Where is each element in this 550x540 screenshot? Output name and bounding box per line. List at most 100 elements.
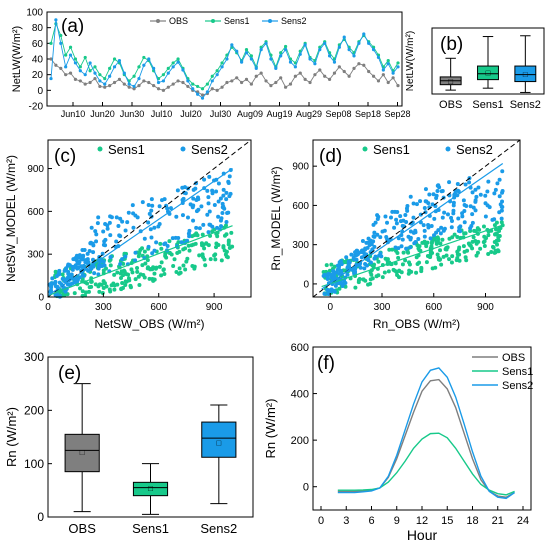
data-point-sens2	[499, 216, 504, 221]
y-tick-label: 0	[37, 510, 44, 524]
data-point-sens1	[128, 283, 133, 288]
data-point-sens2	[174, 214, 179, 219]
data-point-obs	[54, 63, 58, 67]
data-point-sens2	[279, 54, 283, 58]
data-point-sens2	[386, 62, 390, 66]
data-point-sens2	[462, 208, 467, 213]
data-point-sens2	[132, 84, 136, 89]
data-point-sens1	[496, 249, 501, 254]
data-point-sens2	[418, 199, 423, 204]
data-point-sens1	[329, 262, 334, 267]
data-point-sens1	[205, 82, 209, 86]
data-point-obs	[396, 84, 400, 88]
data-point-sens1	[62, 293, 67, 298]
data-point-sens1	[439, 262, 444, 267]
data-point-sens1	[137, 282, 142, 287]
data-point-sens2	[313, 62, 317, 66]
data-point-sens1	[200, 232, 205, 237]
data-point-sens2	[293, 65, 297, 69]
data-point-sens1	[417, 260, 422, 265]
data-point-sens1	[481, 240, 486, 245]
data-point-sens1	[492, 223, 497, 228]
data-point-sens2	[206, 201, 211, 206]
data-point-sens2	[371, 222, 376, 227]
mean-marker: □	[523, 70, 528, 79]
data-point-sens2	[93, 71, 97, 75]
data-point-sens1	[78, 65, 82, 69]
data-point-sens2	[411, 215, 416, 220]
y-tick-label: 100	[24, 457, 44, 471]
x-tick-label: Jun10	[61, 109, 86, 119]
data-point-sens2	[191, 87, 195, 91]
data-point-sens1	[447, 236, 452, 241]
data-point-sens2	[283, 48, 288, 52]
data-point-sens2	[194, 225, 199, 230]
data-point-sens2	[78, 69, 82, 73]
data-point-sens1	[497, 228, 502, 233]
data-point-obs	[200, 93, 205, 97]
data-point-sens1	[86, 289, 91, 294]
y-tick-label: 40	[32, 55, 44, 66]
data-point-sens1	[130, 270, 135, 275]
data-point-sens2	[497, 177, 502, 182]
data-point-obs	[73, 77, 78, 81]
data-point-sens2	[463, 182, 468, 187]
data-point-obs	[161, 88, 166, 92]
y-tick-label: 600	[27, 207, 44, 218]
data-point-sens2	[328, 272, 333, 277]
data-point-obs	[64, 73, 68, 77]
data-point-sens1	[486, 233, 491, 238]
data-point-sens1	[112, 57, 117, 61]
y-tick-label: 0	[38, 293, 44, 304]
data-point-sens1	[430, 266, 435, 271]
data-point-sens1	[177, 266, 182, 271]
category-label: Sens1	[472, 99, 503, 111]
data-point-sens2	[377, 253, 382, 258]
data-point-sens1	[121, 273, 126, 278]
data-point-sens1	[181, 263, 186, 268]
data-point-sens1	[97, 289, 102, 294]
data-point-sens2	[57, 270, 62, 275]
data-point-sens2	[456, 189, 461, 194]
data-point-sens2	[146, 220, 151, 225]
data-point-sens1	[96, 284, 101, 289]
data-point-sens1	[226, 239, 231, 244]
data-point-sens2	[130, 203, 135, 208]
legend-label: Sens2	[502, 380, 533, 392]
data-point-sens1	[159, 273, 164, 278]
data-point-sens2	[160, 198, 165, 203]
data-point-obs	[127, 85, 131, 89]
y-tick-label: 200	[291, 435, 309, 447]
legend-marker	[97, 146, 103, 152]
data-point-sens2	[210, 191, 215, 196]
data-point-sens2	[221, 193, 226, 198]
data-point-sens2	[156, 80, 161, 85]
data-point-sens2	[146, 203, 151, 208]
data-point-sens2	[206, 230, 211, 235]
data-point-sens2	[332, 273, 337, 278]
data-point-sens1	[150, 277, 155, 282]
data-point-sens2	[449, 218, 454, 223]
data-point-sens2	[375, 213, 380, 218]
legend-label: OBS	[502, 352, 525, 364]
data-point-obs	[254, 74, 258, 78]
series-line-sens2	[337, 367, 515, 500]
data-point-sens2	[220, 210, 225, 215]
data-point-obs	[313, 73, 317, 77]
data-point-sens1	[400, 262, 405, 267]
data-point-sens2	[456, 228, 461, 233]
data-point-sens1	[167, 251, 172, 256]
data-point-sens2	[436, 183, 441, 188]
data-point-sens2	[227, 174, 232, 179]
data-point-sens1	[493, 227, 498, 232]
data-point-sens2	[179, 240, 184, 245]
panel-label: (f)	[317, 353, 335, 374]
data-point-sens1	[244, 48, 249, 52]
data-point-sens2	[171, 65, 175, 69]
data-point-sens1	[138, 247, 143, 252]
fit-line-sens1	[47, 225, 233, 297]
data-point-sens1	[203, 263, 208, 268]
data-point-sens1	[186, 243, 191, 248]
data-point-sens2	[214, 189, 219, 194]
data-point-sens2	[322, 291, 327, 296]
